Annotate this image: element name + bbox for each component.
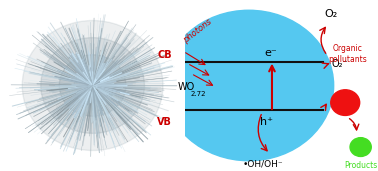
Text: WO: WO (178, 82, 195, 92)
Text: O₂: O₂ (324, 9, 337, 19)
Text: h⁺: h⁺ (260, 117, 273, 127)
Circle shape (74, 68, 111, 103)
Text: photons: photons (181, 17, 214, 45)
Text: e⁻: e⁻ (264, 48, 277, 58)
Text: •OH/OH⁻: •OH/OH⁻ (243, 160, 284, 169)
Text: O₂⁻: O₂⁻ (332, 59, 349, 69)
Text: VB: VB (157, 117, 172, 127)
Text: 2.72: 2.72 (191, 91, 206, 97)
Circle shape (22, 21, 163, 150)
Circle shape (59, 55, 126, 116)
Circle shape (331, 90, 360, 115)
Circle shape (41, 38, 144, 133)
Circle shape (350, 138, 371, 156)
Circle shape (164, 10, 334, 161)
Text: CB: CB (158, 50, 172, 60)
Text: Products: Products (344, 161, 377, 170)
Text: Organic
pollutants: Organic pollutants (328, 44, 367, 64)
